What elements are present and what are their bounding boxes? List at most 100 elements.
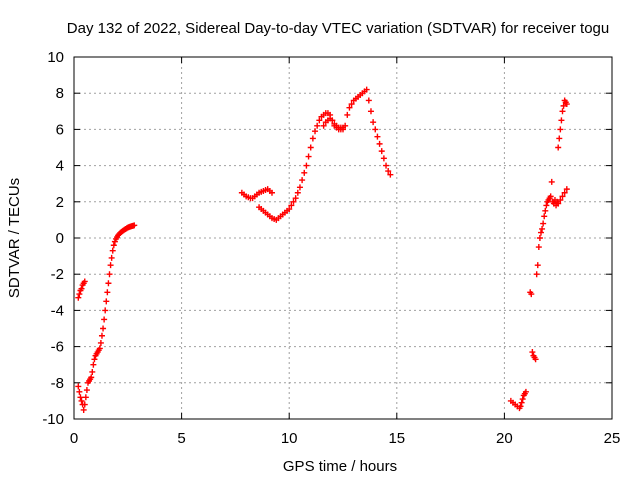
data-point: [555, 200, 562, 207]
data-point: [100, 325, 107, 332]
x-tick-label: 25: [604, 430, 621, 447]
y-tick-label: 0: [56, 230, 64, 247]
data-point: [89, 368, 96, 375]
data-point: [519, 396, 526, 403]
data-point: [320, 122, 327, 129]
y-tick-label: -2: [51, 266, 64, 283]
data-point: [292, 195, 299, 202]
data-point: [108, 254, 115, 261]
data-point: [104, 289, 111, 296]
data-point: [309, 135, 316, 142]
data-point: [77, 394, 84, 401]
x-tick-label: 5: [177, 430, 185, 447]
data-point: [537, 229, 544, 236]
data-point: [536, 235, 543, 241]
data-point: [81, 278, 88, 285]
y-tick-label: -8: [51, 375, 64, 392]
data-point: [535, 244, 542, 251]
data-point: [529, 349, 536, 356]
series-segment-6: [507, 388, 529, 412]
data-point: [78, 397, 85, 404]
series-segment-4: [256, 86, 394, 223]
data-point: [548, 178, 555, 185]
data-point: [303, 162, 310, 169]
data-point: [301, 169, 308, 176]
series-segment-3: [238, 186, 275, 202]
data-point: [383, 162, 390, 169]
data-point: [294, 189, 301, 196]
data-point: [559, 193, 566, 200]
data-point: [518, 399, 525, 406]
data-point: [557, 196, 564, 203]
data-point: [88, 374, 95, 381]
data-point: [305, 153, 312, 160]
data-point: [299, 177, 306, 184]
y-tick-label: 4: [56, 158, 64, 175]
data-point: [547, 193, 554, 200]
x-axis-label: GPS time / hours: [283, 458, 397, 475]
series-segment-8: [533, 97, 570, 278]
data-point: [312, 128, 319, 135]
data-point: [541, 213, 548, 220]
data-point: [76, 291, 83, 298]
data-point: [314, 122, 321, 129]
data-point: [101, 316, 108, 323]
data-point: [344, 111, 351, 118]
data-point: [342, 122, 349, 129]
data-point: [288, 202, 295, 209]
x-tick-label: 20: [496, 430, 513, 447]
y-axis-label: SDTVAR / TECUs: [6, 178, 23, 298]
data-marks: [75, 86, 570, 413]
series-segment-9: [555, 186, 570, 207]
data-point: [376, 140, 383, 147]
data-point: [290, 198, 297, 205]
data-point: [367, 108, 374, 115]
data-point: [528, 291, 535, 298]
data-point: [348, 101, 355, 108]
data-point: [103, 298, 110, 305]
data-point: [563, 186, 570, 193]
y-tick-label: -6: [51, 339, 64, 356]
grid: [74, 57, 612, 419]
data-point: [78, 285, 85, 292]
data-point: [346, 104, 353, 111]
data-point: [329, 117, 336, 124]
data-point: [563, 101, 570, 108]
y-tick-label: 8: [56, 85, 64, 102]
y-tick-label: -10: [42, 411, 64, 428]
data-point: [105, 280, 112, 287]
data-point: [370, 119, 377, 126]
data-point: [378, 148, 385, 155]
data-point: [532, 356, 539, 363]
data-point: [97, 339, 104, 346]
data-point: [522, 388, 529, 395]
data-point: [561, 189, 568, 196]
y-tick-label: 10: [47, 49, 64, 66]
series-segment-5: [320, 115, 346, 133]
y-tick-label: -4: [51, 302, 64, 319]
chart-title: Day 132 of 2022, Sidereal Day-to-day VTE…: [67, 20, 609, 37]
x-tick-label: 15: [388, 430, 405, 447]
series-segment-1: [75, 278, 88, 301]
data-point: [107, 262, 114, 269]
data-point: [517, 403, 524, 410]
data-point: [387, 171, 394, 178]
data-point: [365, 97, 372, 104]
data-point: [76, 388, 83, 395]
y-tick-label: 2: [56, 194, 64, 211]
y-tick-label: 6: [56, 121, 64, 138]
data-point: [109, 247, 116, 254]
data-point: [98, 332, 105, 339]
data-point: [316, 117, 323, 124]
data-point: [268, 189, 275, 196]
data-point: [75, 294, 82, 301]
data-point: [533, 271, 540, 278]
data-point: [110, 242, 117, 249]
data-point: [380, 155, 387, 162]
data-point: [106, 271, 113, 278]
series-segment-7: [527, 289, 539, 363]
data-point: [557, 126, 564, 133]
data-point: [559, 108, 566, 115]
data-point: [81, 401, 88, 408]
